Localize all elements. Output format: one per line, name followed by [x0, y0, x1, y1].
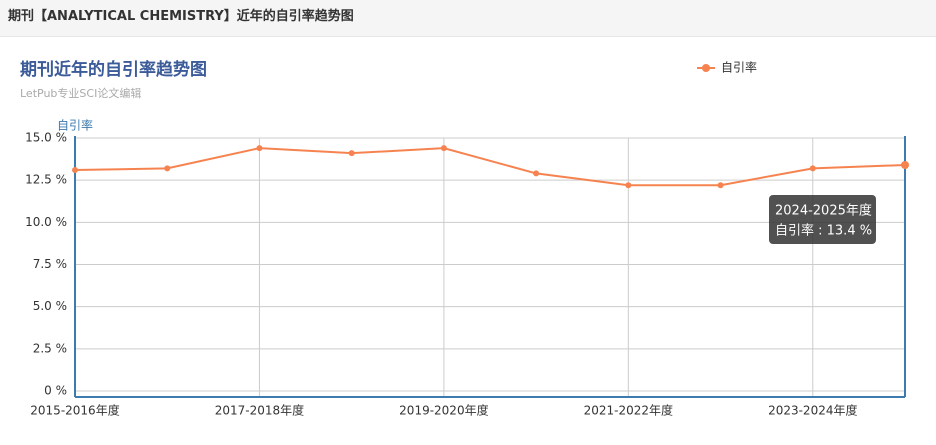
- data-point: [256, 145, 263, 152]
- data-point: [72, 167, 78, 174]
- data-point: [348, 150, 355, 157]
- data-point: [901, 160, 909, 169]
- tooltip-text: 自引率 : 13.4 %: [775, 223, 872, 239]
- y-tick-label: 0 %: [44, 384, 67, 398]
- y-tick-label: 2.5 %: [33, 341, 67, 355]
- header-title: 期刊【ANALYTICAL CHEMISTRY】近年的自引率趋势图: [0, 0, 936, 37]
- series-line: [74, 147, 906, 187]
- data-point: [440, 145, 447, 152]
- legend-label: 自引率: [721, 60, 757, 75]
- y-tick-label: 12.5 %: [25, 173, 67, 187]
- x-tick-label: 2015-2016年度: [30, 403, 119, 418]
- y-tick-label: 10.0 %: [25, 215, 67, 229]
- x-tick-label: 2019-2020年度: [399, 403, 488, 418]
- y-tick-label: 5.0 %: [33, 299, 67, 313]
- x-tick-label: 2017-2018年度: [215, 403, 304, 418]
- y-tick-label: 15.0 %: [25, 131, 67, 145]
- chart: 期刊近年的自引率趋势图 LetPub专业SCI论文编辑 自引率 0 % 2.5 %…: [20, 59, 909, 418]
- chart-subtitle: LetPub专业SCI论文编辑: [20, 86, 141, 100]
- tooltip-box: [769, 195, 876, 244]
- legend-marker: [702, 64, 710, 72]
- data-point: [533, 170, 540, 177]
- chart-title: 期刊近年的自引率趋势图: [20, 59, 207, 80]
- x-tick-label: 2023-2024年度: [768, 403, 857, 418]
- y-axis-label: 自引率: [57, 118, 93, 133]
- data-point: [809, 165, 816, 172]
- x-tick-label: 2021-2022年度: [584, 403, 673, 418]
- data-point: [625, 182, 632, 189]
- data-point: [164, 165, 171, 172]
- y-tick-label: 7.5 %: [33, 257, 67, 271]
- tooltip-title: 2024-2025年度: [775, 203, 872, 219]
- data-point: [717, 182, 724, 189]
